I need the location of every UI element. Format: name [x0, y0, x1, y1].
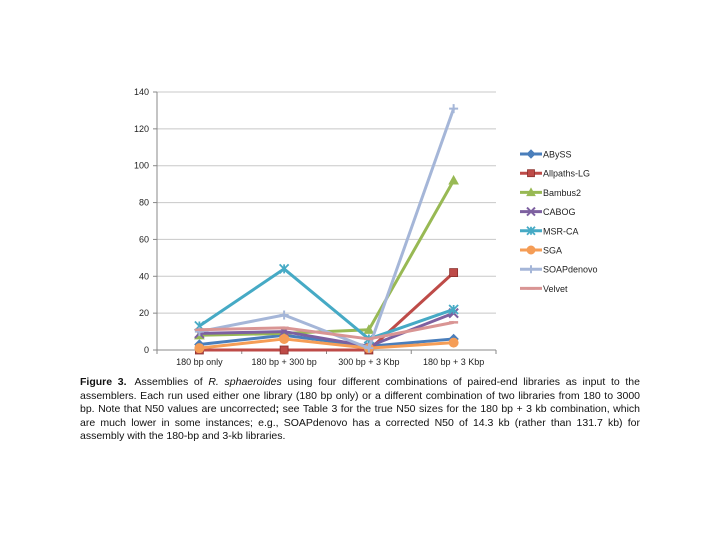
legend-item-soapdenovo: SOAPdenovo [520, 265, 598, 275]
legend-item-cabog: CABOG [520, 206, 576, 217]
legend-item-velvet: Velvet [520, 284, 568, 294]
legend: ABySS Allpaths-LG Bambus2 CABOG MSR-CA SGA SOA… [520, 149, 598, 294]
caption-text-3: see Table 3 for the true N50 sizes for t… [80, 403, 641, 443]
data-point [449, 268, 459, 278]
y-tick-label: 60 [139, 234, 149, 244]
data-point [363, 324, 375, 334]
x-axis-ticks: 180 bp only 180 bp + 300 bp 300 bp + 3 Kbp… [156, 350, 497, 367]
data-point [279, 345, 289, 355]
caption-semicolon: ; [275, 403, 280, 416]
series-soapdenovo [194, 104, 459, 353]
gridlines [157, 91, 496, 314]
caption-text-1: Assemblies of [134, 376, 209, 388]
data-point [527, 169, 535, 178]
legend-item-abyss: ABySS [520, 149, 572, 160]
data-point [526, 187, 536, 197]
y-tick-label: 0 [144, 345, 149, 355]
legend-item-bambus2: Bambus2 [520, 187, 581, 198]
data-point [279, 333, 290, 344]
data-point [449, 104, 459, 114]
series-velvet [194, 320, 459, 341]
legend-label: Bambus2 [543, 188, 581, 198]
caption-text-2: using four different combinations of pai… [80, 376, 640, 416]
line-chart: 0 20 40 60 80 100 120 140 180 bp only 180 bp + 3… [134, 87, 598, 367]
legend-label: SGA [543, 246, 562, 256]
figure-label: Figure 3. [80, 376, 127, 388]
legend-label: SOAPdenovo [543, 265, 598, 275]
y-tick-label: 120 [134, 124, 149, 134]
legend-item-allpaths-lg: Allpaths-LG [520, 169, 590, 179]
y-tick-label: 20 [139, 308, 149, 318]
y-tick-label: 100 [134, 161, 149, 171]
series-line-msr-ca [198, 267, 455, 341]
x-tick-label: 180 bp + 3 Kbp [423, 357, 484, 367]
series-lines [194, 104, 459, 355]
data-point [526, 226, 536, 236]
data-point [448, 337, 459, 348]
data-point [526, 206, 536, 217]
legend-label: CABOG [543, 207, 576, 217]
series-bambus2 [194, 174, 459, 340]
data-point [279, 310, 289, 320]
legend-label: MSR-CA [543, 226, 579, 236]
series-line-sga [199, 337, 454, 350]
x-tick-label: 300 bp + 3 Kbp [338, 357, 399, 367]
y-tick-label: 80 [139, 198, 149, 208]
data-point [526, 149, 536, 159]
legend-label: Allpaths-LG [543, 169, 590, 179]
data-point [526, 245, 536, 255]
legend-item-sga: SGA [520, 245, 562, 256]
figure-caption: Figure 3. Assemblies of R. sphaeroides us… [80, 376, 640, 444]
legend-label: ABySS [543, 150, 572, 160]
legend-item-msr-ca: MSR-CA [520, 226, 579, 236]
data-point [194, 343, 205, 354]
x-tick-label: 180 bp + 300 bp [251, 357, 316, 367]
data-point [278, 263, 290, 275]
data-point [448, 304, 459, 315]
caption-species: R. sphaeroides [208, 376, 282, 388]
data-point [527, 265, 535, 274]
y-tick-label: 140 [134, 87, 149, 97]
data-point [448, 174, 459, 185]
y-tick-label: 40 [139, 271, 149, 281]
x-tick-label: 180 bp only [176, 357, 223, 367]
series-line-velvet [199, 320, 454, 341]
series-line-allpaths-lg [199, 271, 455, 352]
y-axis-ticks: 0 20 40 60 80 100 120 140 [134, 87, 157, 355]
series-line-soapdenovo [199, 108, 456, 350]
data-point [364, 343, 374, 353]
legend-label: Velvet [543, 284, 568, 294]
series-line-abyss [199, 333, 454, 348]
series-line-bambus2 [199, 179, 455, 337]
